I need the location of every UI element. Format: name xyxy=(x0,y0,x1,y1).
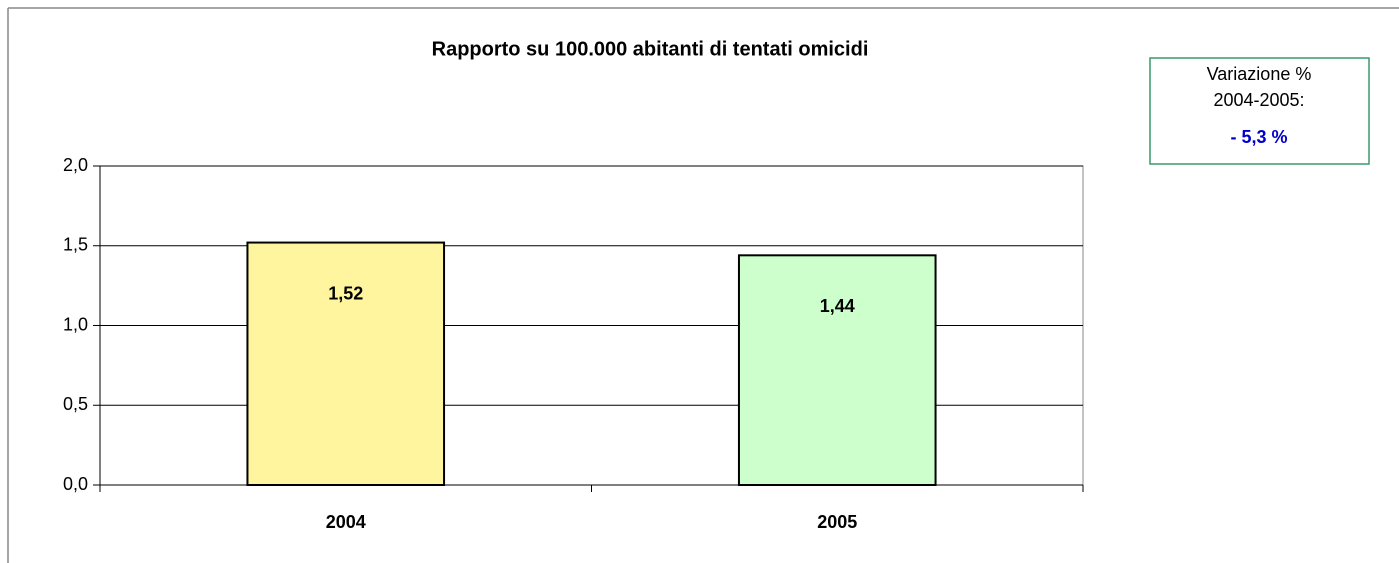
y-tick-label: 1,0 xyxy=(63,314,88,334)
annotation-line: Variazione % xyxy=(1207,64,1312,84)
bar xyxy=(246,241,446,486)
y-tick-label: 0,0 xyxy=(63,474,88,494)
y-tick-label: 0,5 xyxy=(63,394,88,414)
x-tick-label: 2004 xyxy=(326,512,366,532)
bar xyxy=(737,254,937,486)
x-tick-label: 2005 xyxy=(817,512,857,532)
annotation-line: 2004-2005: xyxy=(1213,90,1304,110)
data-label: 1,44 xyxy=(820,296,855,316)
data-label: 1,52 xyxy=(328,283,363,303)
y-tick-label: 2,0 xyxy=(63,155,88,175)
y-tick-label: 1,5 xyxy=(63,235,88,255)
annotation-box xyxy=(1149,57,1370,165)
chart-title: Rapporto su 100.000 abitanti di tentati … xyxy=(432,38,869,60)
annotation-value: - 5,3 % xyxy=(1230,127,1287,147)
